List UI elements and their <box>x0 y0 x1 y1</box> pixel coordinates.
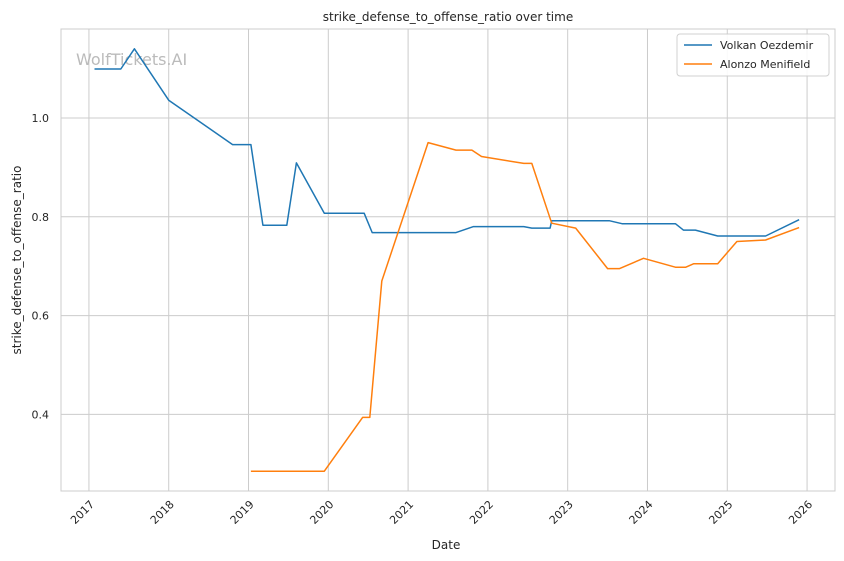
legend-label-volkan-oezdemir: Volkan Oezdemir <box>720 39 814 52</box>
legend-label-alonzo-menifield: Alonzo Menifield <box>720 58 810 71</box>
y-axis-label: strike_defense_to_offense_ratio <box>10 166 24 355</box>
y-tick-label: 0.6 <box>32 310 50 323</box>
y-tick-label: 0.4 <box>32 408 50 421</box>
plot-frame <box>60 28 836 492</box>
series-line-alonzo-menifield <box>250 141 800 472</box>
series-line-volkan-oezdemir <box>94 48 800 237</box>
legend: Volkan Oezdemir Alonzo Menifield <box>676 33 830 77</box>
chart-title: strike_defense_to_offense_ratio over tim… <box>323 10 573 24</box>
legend-box <box>676 33 830 77</box>
y-tick-label: 0.8 <box>32 211 50 224</box>
y-tick-labels: 0.4 0.6 0.8 1.0 <box>32 112 50 421</box>
series-layer <box>94 48 800 472</box>
y-tick-label: 1.0 <box>32 112 50 125</box>
watermark: WolfTickets.AI <box>76 50 187 69</box>
x-axis-label: Date <box>432 538 461 552</box>
grid <box>61 29 835 491</box>
